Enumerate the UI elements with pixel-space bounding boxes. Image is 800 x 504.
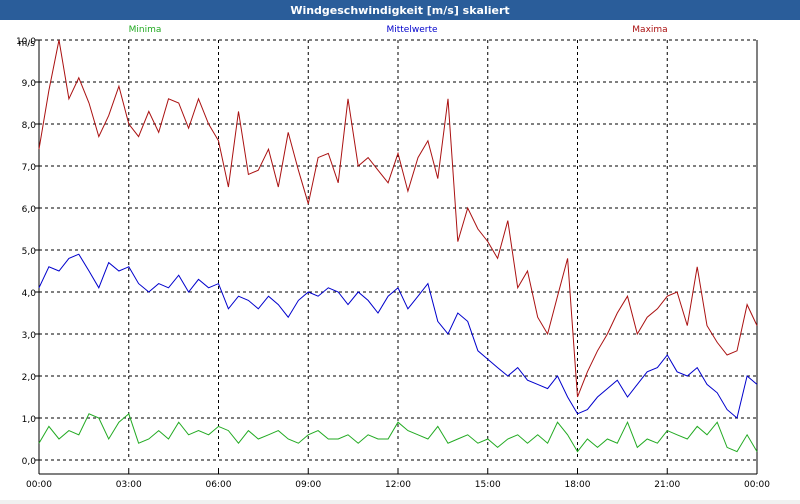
chart-title-bar: Windgeschwindigkeit [m/s] skaliert	[0, 0, 800, 20]
y-tick-label: 4,0	[22, 289, 37, 299]
y-tick-label: 10,0	[16, 37, 36, 47]
grid-layer	[39, 39, 757, 461]
y-tick-label: 0,0	[22, 457, 37, 467]
x-tick-time-label: 00:00	[744, 480, 770, 490]
x-tick-time-label: 15:00	[475, 480, 501, 490]
x-tick-time-label: 03:00	[116, 480, 142, 490]
legend-layer: Minima Mittelwerte Maxima	[129, 25, 668, 35]
x-tick-time-label: 00:00	[26, 480, 52, 490]
x-tick-time-label: 09:00	[295, 480, 321, 490]
y-tick-label: 8,0	[22, 121, 37, 131]
series-line-mittelwerte	[38, 253, 758, 419]
series-line-minima	[38, 412, 758, 453]
chart-area: 0,0 1,0 2,0 3,0 4,0 5,0 6,0 7,0 8,0 9,0 10,0 00:00 0…	[0, 20, 800, 500]
y-axis-label: m/s	[19, 39, 36, 49]
y-tick-label: 6,0	[22, 205, 37, 215]
y-tick-label: 5,0	[22, 247, 37, 257]
axis-layer: 0,0 1,0 2,0 3,0 4,0 5,0 6,0 7,0 8,0 9,0 10,0 00:00 0…	[16, 37, 770, 490]
y-tick-label: 7,0	[22, 163, 37, 173]
legend-mittelwerte: Mittelwerte	[386, 25, 437, 35]
x-tick-time-label: 12:00	[385, 480, 411, 490]
y-tick-label: 2,0	[22, 373, 37, 383]
legend-minima: Minima	[129, 25, 162, 35]
series-layer	[38, 39, 758, 453]
x-tick-time-label: 21:00	[654, 480, 680, 490]
series-line-maxima	[38, 39, 758, 398]
x-tick-time-label: 18:00	[565, 480, 591, 490]
y-tick-label: 1,0	[22, 415, 37, 425]
wind-speed-chart: 0,0 1,0 2,0 3,0 4,0 5,0 6,0 7,0 8,0 9,0 10,0 00:00 0…	[16, 25, 770, 490]
y-tick-label: 9,0	[22, 79, 37, 89]
y-tick-label: 3,0	[22, 331, 37, 341]
legend-maxima: Maxima	[632, 25, 667, 35]
chart-title: Windgeschwindigkeit [m/s] skaliert	[290, 3, 510, 17]
x-tick-time-label: 06:00	[206, 480, 232, 490]
